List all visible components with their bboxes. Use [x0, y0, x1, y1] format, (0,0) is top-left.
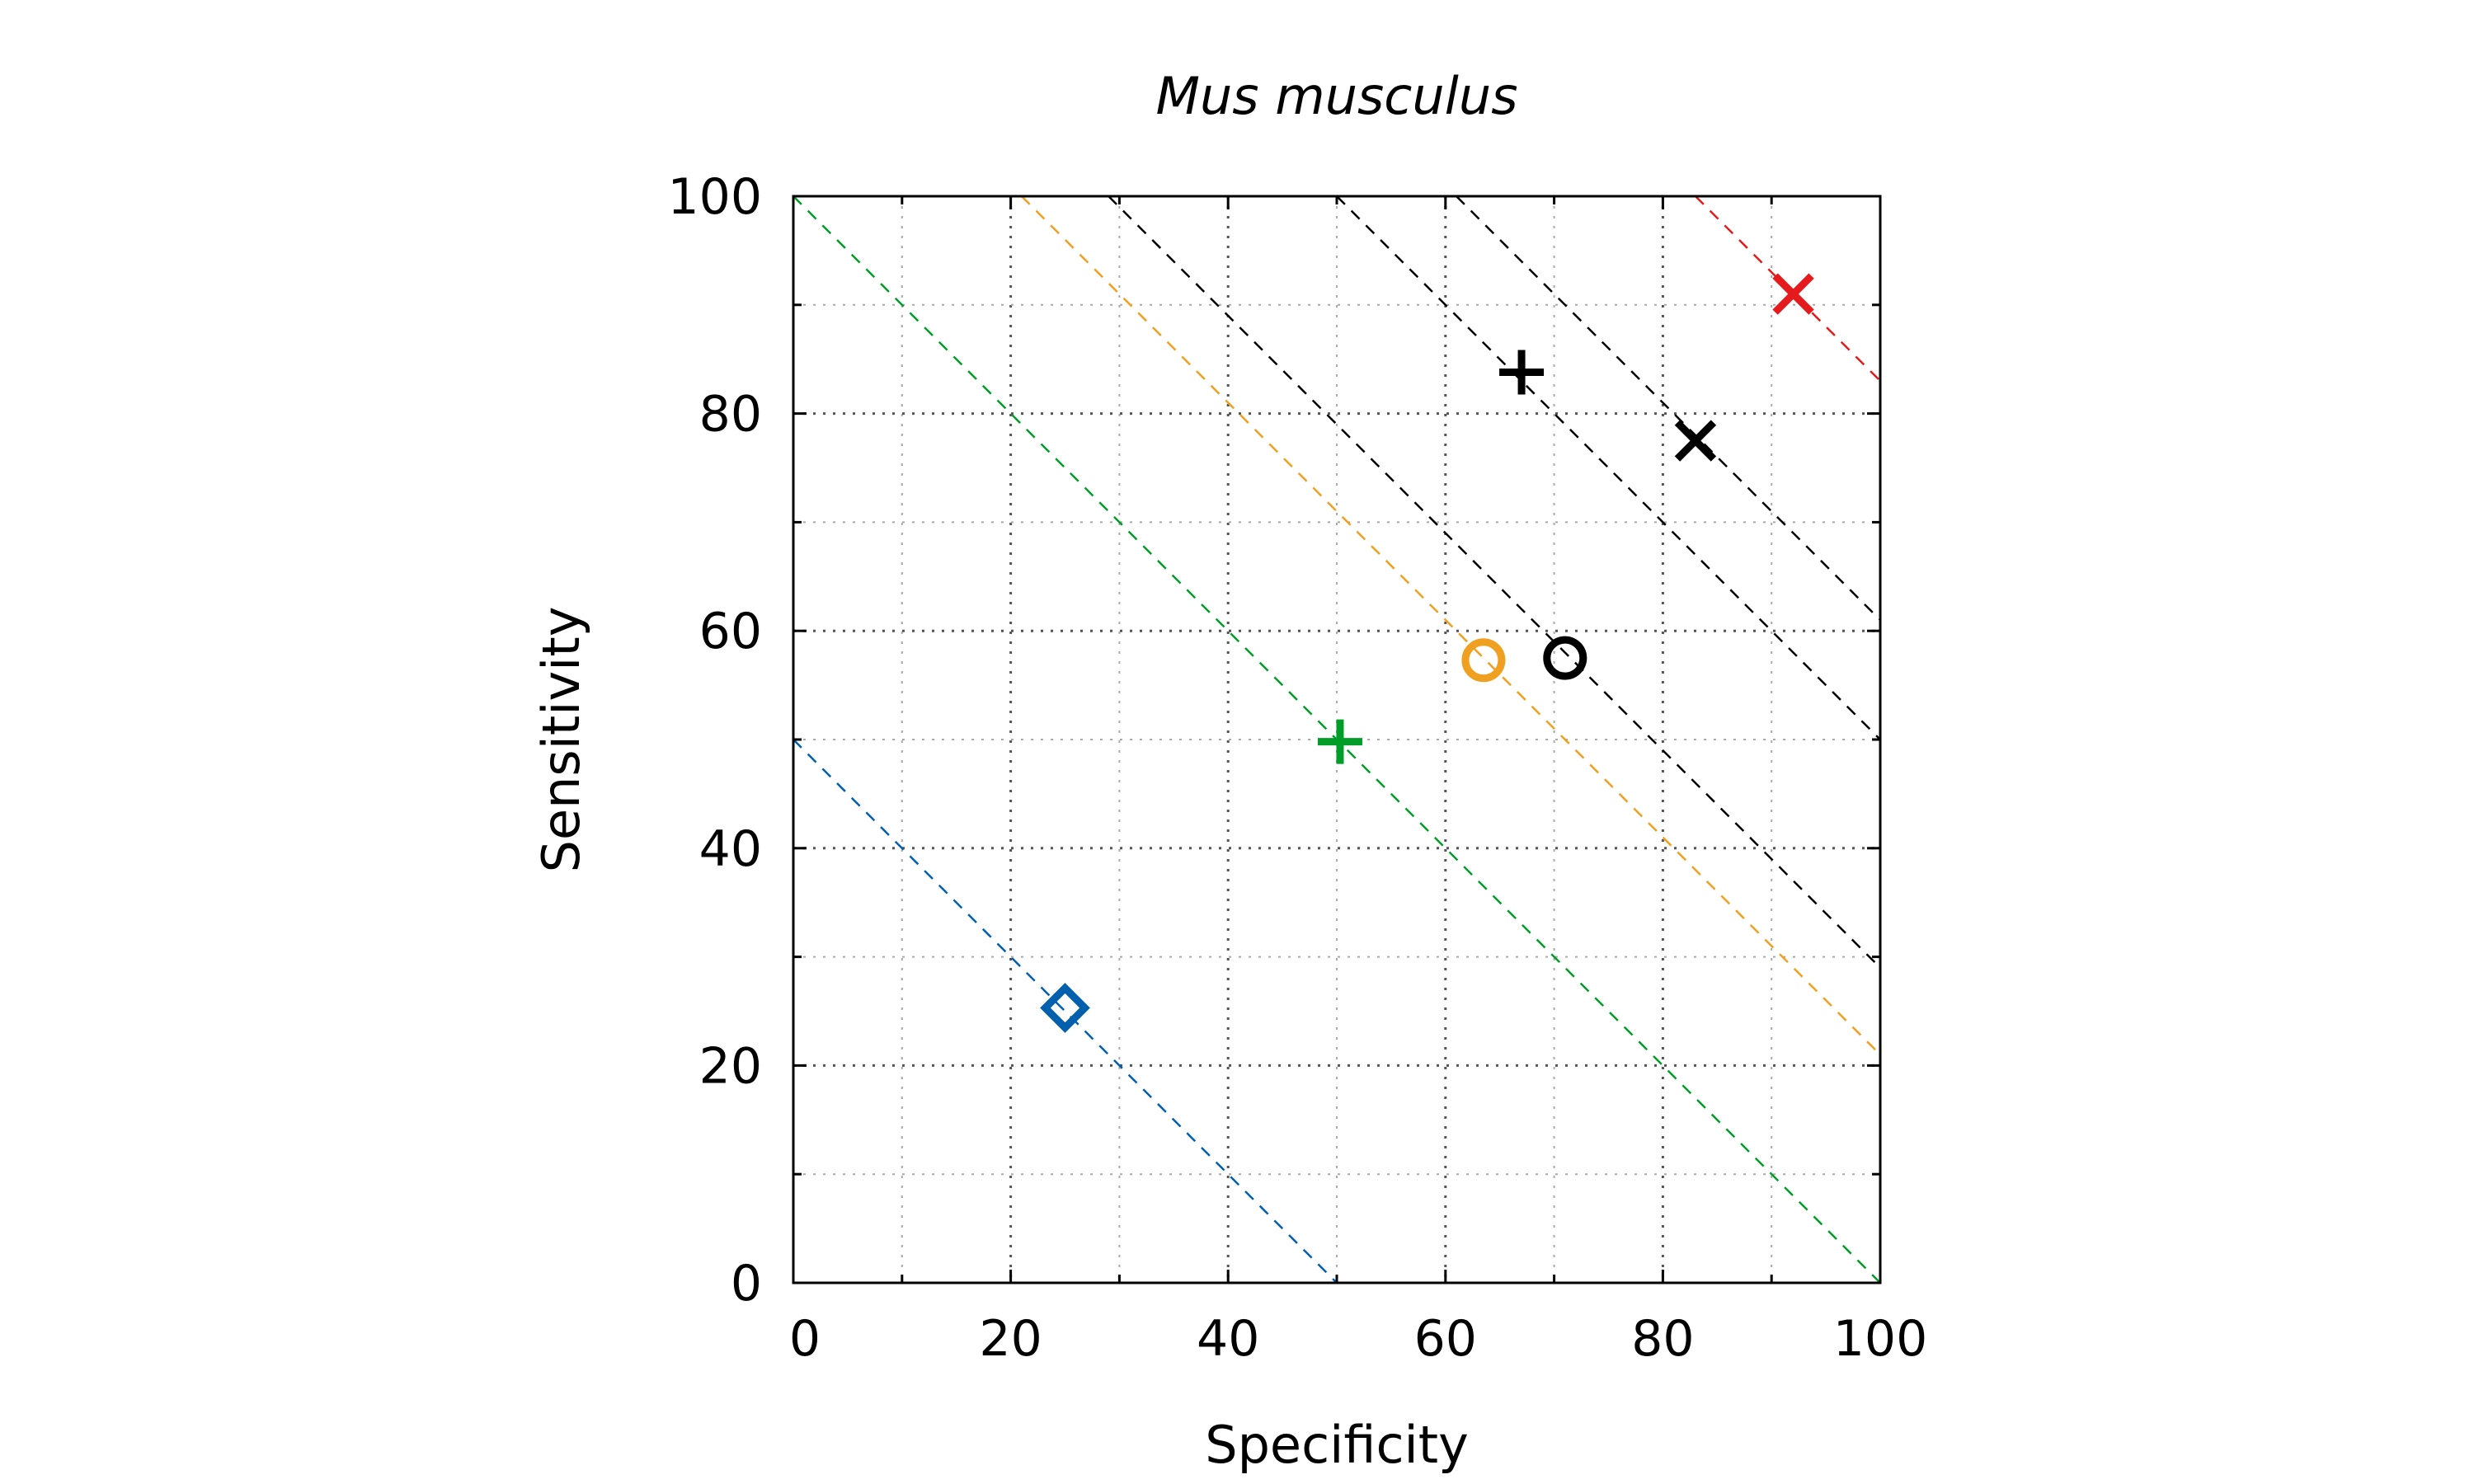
data-points [1040, 273, 1814, 1033]
x-axis-label: Specificity [1205, 1415, 1469, 1475]
data-point-circle [1461, 638, 1506, 683]
x-tick-label: 0 [789, 1310, 821, 1368]
y-tick-label: 60 [699, 603, 762, 660]
x-tick-label: 80 [1631, 1310, 1694, 1368]
y-axis-label: Sensitivity [531, 607, 591, 873]
y-tick-label: 20 [699, 1037, 762, 1095]
x-tick-label: 100 [1833, 1310, 1928, 1368]
x-tick-label: 20 [979, 1310, 1042, 1368]
data-point-cross [1674, 420, 1717, 462]
y-tick-labels: 0 20 40 60 80 100 [667, 168, 762, 1313]
x-tick-label: 60 [1414, 1310, 1477, 1368]
data-point-cross [1772, 273, 1814, 315]
x-tick-labels: 0 20 40 60 80 100 [789, 1310, 1927, 1368]
reference-line [1108, 196, 1880, 969]
data-point-plus [1317, 719, 1362, 764]
data-point-plus [1499, 350, 1545, 395]
x-tick-label: 40 [1197, 1310, 1259, 1368]
data-point-circle [1543, 636, 1587, 680]
reference-line [1020, 196, 1880, 1056]
reference-line [1456, 196, 1880, 621]
y-tick-label: 80 [699, 386, 762, 444]
chart-title: Mus musculus [1156, 66, 1518, 126]
y-tick-label: 0 [731, 1255, 762, 1313]
axis-ticks [793, 196, 1880, 1283]
y-tick-label: 40 [699, 820, 762, 878]
data-point-diamond [1040, 983, 1090, 1033]
reference-line [793, 739, 1338, 1283]
reference-line [1336, 196, 1880, 740]
y-tick-label: 100 [667, 168, 762, 226]
